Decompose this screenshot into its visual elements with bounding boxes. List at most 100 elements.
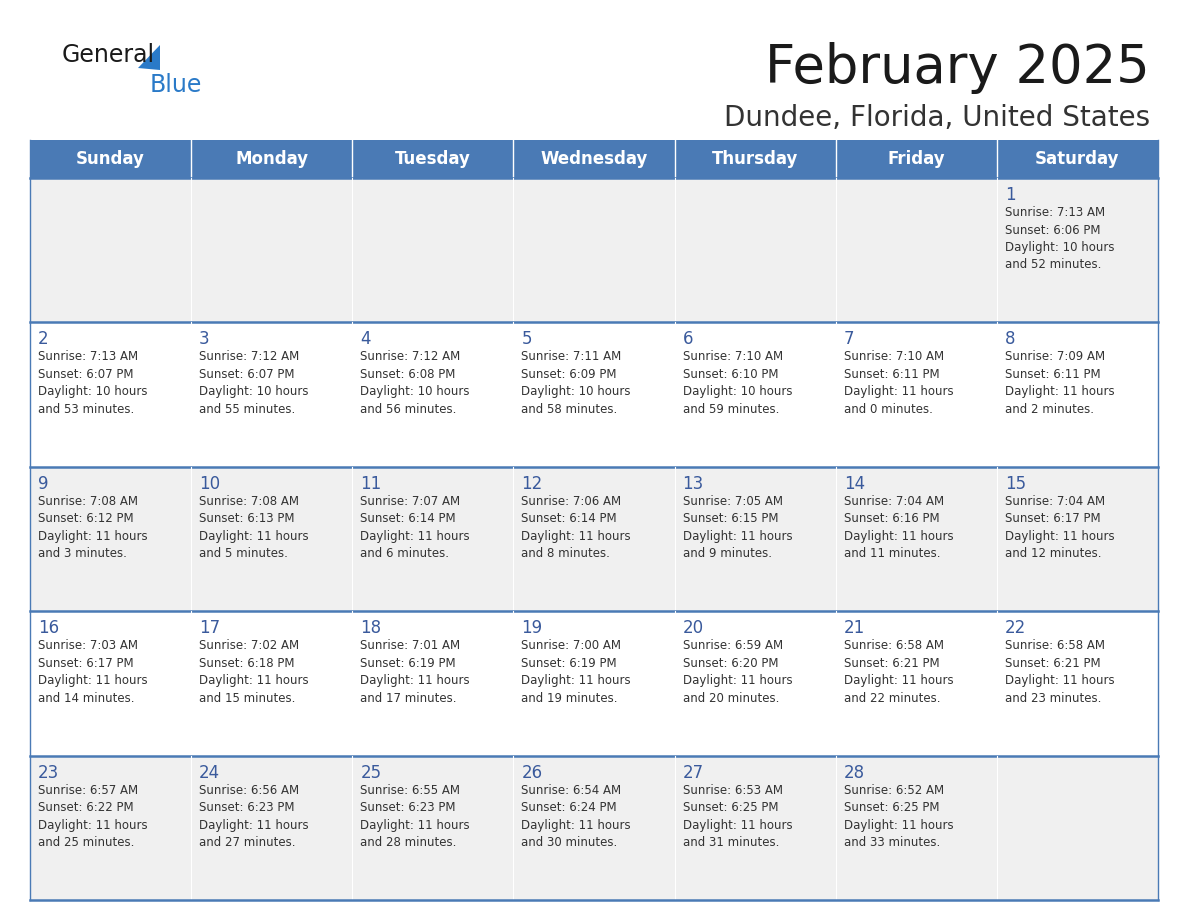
Bar [30, 322, 191, 466]
Text: Sunrise: 6:58 AM
Sunset: 6:21 PM
Daylight: 11 hours
and 22 minutes.: Sunrise: 6:58 AM Sunset: 6:21 PM Dayligh… [843, 639, 953, 705]
Text: 12: 12 [522, 475, 543, 493]
Bar [353, 178, 513, 322]
Text: Sunrise: 6:59 AM
Sunset: 6:20 PM
Daylight: 11 hours
and 20 minutes.: Sunrise: 6:59 AM Sunset: 6:20 PM Dayligh… [683, 639, 792, 705]
Text: 24: 24 [200, 764, 220, 781]
Text: 13: 13 [683, 475, 703, 493]
Text: 28: 28 [843, 764, 865, 781]
Text: Sunrise: 6:53 AM
Sunset: 6:25 PM
Daylight: 11 hours
and 31 minutes.: Sunrise: 6:53 AM Sunset: 6:25 PM Dayligh… [683, 784, 792, 849]
Bar [191, 178, 353, 322]
Text: Sunrise: 7:04 AM
Sunset: 6:17 PM
Daylight: 11 hours
and 12 minutes.: Sunrise: 7:04 AM Sunset: 6:17 PM Dayligh… [1005, 495, 1114, 560]
Text: Tuesday: Tuesday [394, 150, 470, 168]
Bar [675, 611, 835, 756]
Text: 14: 14 [843, 475, 865, 493]
Text: 15: 15 [1005, 475, 1026, 493]
Bar [675, 140, 835, 178]
Bar [30, 140, 191, 178]
Text: 8: 8 [1005, 330, 1016, 349]
Text: Sunrise: 7:07 AM
Sunset: 6:14 PM
Daylight: 11 hours
and 6 minutes.: Sunrise: 7:07 AM Sunset: 6:14 PM Dayligh… [360, 495, 470, 560]
Text: Sunrise: 7:10 AM
Sunset: 6:10 PM
Daylight: 10 hours
and 59 minutes.: Sunrise: 7:10 AM Sunset: 6:10 PM Dayligh… [683, 351, 792, 416]
Bar [675, 756, 835, 900]
Text: 7: 7 [843, 330, 854, 349]
Text: Monday: Monday [235, 150, 308, 168]
Text: February 2025: February 2025 [765, 42, 1150, 94]
Text: Sunrise: 6:52 AM
Sunset: 6:25 PM
Daylight: 11 hours
and 33 minutes.: Sunrise: 6:52 AM Sunset: 6:25 PM Dayligh… [843, 784, 953, 849]
Text: 3: 3 [200, 330, 210, 349]
Bar [30, 178, 191, 322]
Text: 10: 10 [200, 475, 220, 493]
Bar [191, 140, 353, 178]
Text: Sunrise: 7:10 AM
Sunset: 6:11 PM
Daylight: 11 hours
and 0 minutes.: Sunrise: 7:10 AM Sunset: 6:11 PM Dayligh… [843, 351, 953, 416]
Bar [997, 322, 1158, 466]
Bar [30, 611, 191, 756]
Text: Sunrise: 7:12 AM
Sunset: 6:08 PM
Daylight: 10 hours
and 56 minutes.: Sunrise: 7:12 AM Sunset: 6:08 PM Dayligh… [360, 351, 469, 416]
Text: 26: 26 [522, 764, 543, 781]
Bar [835, 756, 997, 900]
Bar [513, 466, 675, 611]
Text: Sunrise: 6:56 AM
Sunset: 6:23 PM
Daylight: 11 hours
and 27 minutes.: Sunrise: 6:56 AM Sunset: 6:23 PM Dayligh… [200, 784, 309, 849]
Text: Blue: Blue [150, 73, 202, 97]
Text: 17: 17 [200, 620, 220, 637]
Text: Sunrise: 7:01 AM
Sunset: 6:19 PM
Daylight: 11 hours
and 17 minutes.: Sunrise: 7:01 AM Sunset: 6:19 PM Dayligh… [360, 639, 470, 705]
Text: 16: 16 [38, 620, 59, 637]
Bar [997, 756, 1158, 900]
Text: Sunrise: 6:55 AM
Sunset: 6:23 PM
Daylight: 11 hours
and 28 minutes.: Sunrise: 6:55 AM Sunset: 6:23 PM Dayligh… [360, 784, 470, 849]
Text: Sunrise: 7:05 AM
Sunset: 6:15 PM
Daylight: 11 hours
and 9 minutes.: Sunrise: 7:05 AM Sunset: 6:15 PM Dayligh… [683, 495, 792, 560]
Text: 21: 21 [843, 620, 865, 637]
Text: 23: 23 [38, 764, 59, 781]
Bar [353, 756, 513, 900]
Bar [675, 466, 835, 611]
Text: 19: 19 [522, 620, 543, 637]
Text: 6: 6 [683, 330, 693, 349]
Bar [513, 611, 675, 756]
Text: Sunrise: 7:08 AM
Sunset: 6:13 PM
Daylight: 11 hours
and 5 minutes.: Sunrise: 7:08 AM Sunset: 6:13 PM Dayligh… [200, 495, 309, 560]
Bar [353, 466, 513, 611]
Bar [353, 140, 513, 178]
Text: Sunrise: 7:13 AM
Sunset: 6:06 PM
Daylight: 10 hours
and 52 minutes.: Sunrise: 7:13 AM Sunset: 6:06 PM Dayligh… [1005, 206, 1114, 272]
Text: Sunrise: 7:03 AM
Sunset: 6:17 PM
Daylight: 11 hours
and 14 minutes.: Sunrise: 7:03 AM Sunset: 6:17 PM Dayligh… [38, 639, 147, 705]
Text: General: General [62, 43, 156, 67]
Bar [997, 140, 1158, 178]
Bar [835, 140, 997, 178]
Text: Saturday: Saturday [1035, 150, 1119, 168]
Text: Sunrise: 7:13 AM
Sunset: 6:07 PM
Daylight: 10 hours
and 53 minutes.: Sunrise: 7:13 AM Sunset: 6:07 PM Dayligh… [38, 351, 147, 416]
Text: Sunday: Sunday [76, 150, 145, 168]
Bar [30, 756, 191, 900]
Text: 25: 25 [360, 764, 381, 781]
Bar [191, 322, 353, 466]
Bar [353, 611, 513, 756]
Text: 5: 5 [522, 330, 532, 349]
Text: 22: 22 [1005, 620, 1026, 637]
Text: 9: 9 [38, 475, 49, 493]
Bar [513, 756, 675, 900]
Text: Sunrise: 6:57 AM
Sunset: 6:22 PM
Daylight: 11 hours
and 25 minutes.: Sunrise: 6:57 AM Sunset: 6:22 PM Dayligh… [38, 784, 147, 849]
Bar [997, 178, 1158, 322]
Bar [835, 322, 997, 466]
Text: Sunrise: 7:06 AM
Sunset: 6:14 PM
Daylight: 11 hours
and 8 minutes.: Sunrise: 7:06 AM Sunset: 6:14 PM Dayligh… [522, 495, 631, 560]
Text: Sunrise: 7:00 AM
Sunset: 6:19 PM
Daylight: 11 hours
and 19 minutes.: Sunrise: 7:00 AM Sunset: 6:19 PM Dayligh… [522, 639, 631, 705]
Text: Friday: Friday [887, 150, 946, 168]
Text: Sunrise: 7:11 AM
Sunset: 6:09 PM
Daylight: 10 hours
and 58 minutes.: Sunrise: 7:11 AM Sunset: 6:09 PM Dayligh… [522, 351, 631, 416]
Bar [675, 178, 835, 322]
Bar [30, 466, 191, 611]
Text: 2: 2 [38, 330, 49, 349]
Bar [191, 466, 353, 611]
Text: Sunrise: 7:04 AM
Sunset: 6:16 PM
Daylight: 11 hours
and 11 minutes.: Sunrise: 7:04 AM Sunset: 6:16 PM Dayligh… [843, 495, 953, 560]
Text: Wednesday: Wednesday [541, 150, 647, 168]
Bar [353, 322, 513, 466]
Bar [835, 466, 997, 611]
Text: 11: 11 [360, 475, 381, 493]
Bar [835, 178, 997, 322]
Text: 4: 4 [360, 330, 371, 349]
Text: 1: 1 [1005, 186, 1016, 204]
Bar [997, 611, 1158, 756]
Bar [513, 322, 675, 466]
Text: Sunrise: 7:02 AM
Sunset: 6:18 PM
Daylight: 11 hours
and 15 minutes.: Sunrise: 7:02 AM Sunset: 6:18 PM Dayligh… [200, 639, 309, 705]
Polygon shape [138, 45, 160, 70]
Text: 20: 20 [683, 620, 703, 637]
Text: Dundee, Florida, United States: Dundee, Florida, United States [723, 104, 1150, 132]
Bar [835, 611, 997, 756]
Text: 18: 18 [360, 620, 381, 637]
Text: 27: 27 [683, 764, 703, 781]
Bar [997, 466, 1158, 611]
Text: Thursday: Thursday [712, 150, 798, 168]
